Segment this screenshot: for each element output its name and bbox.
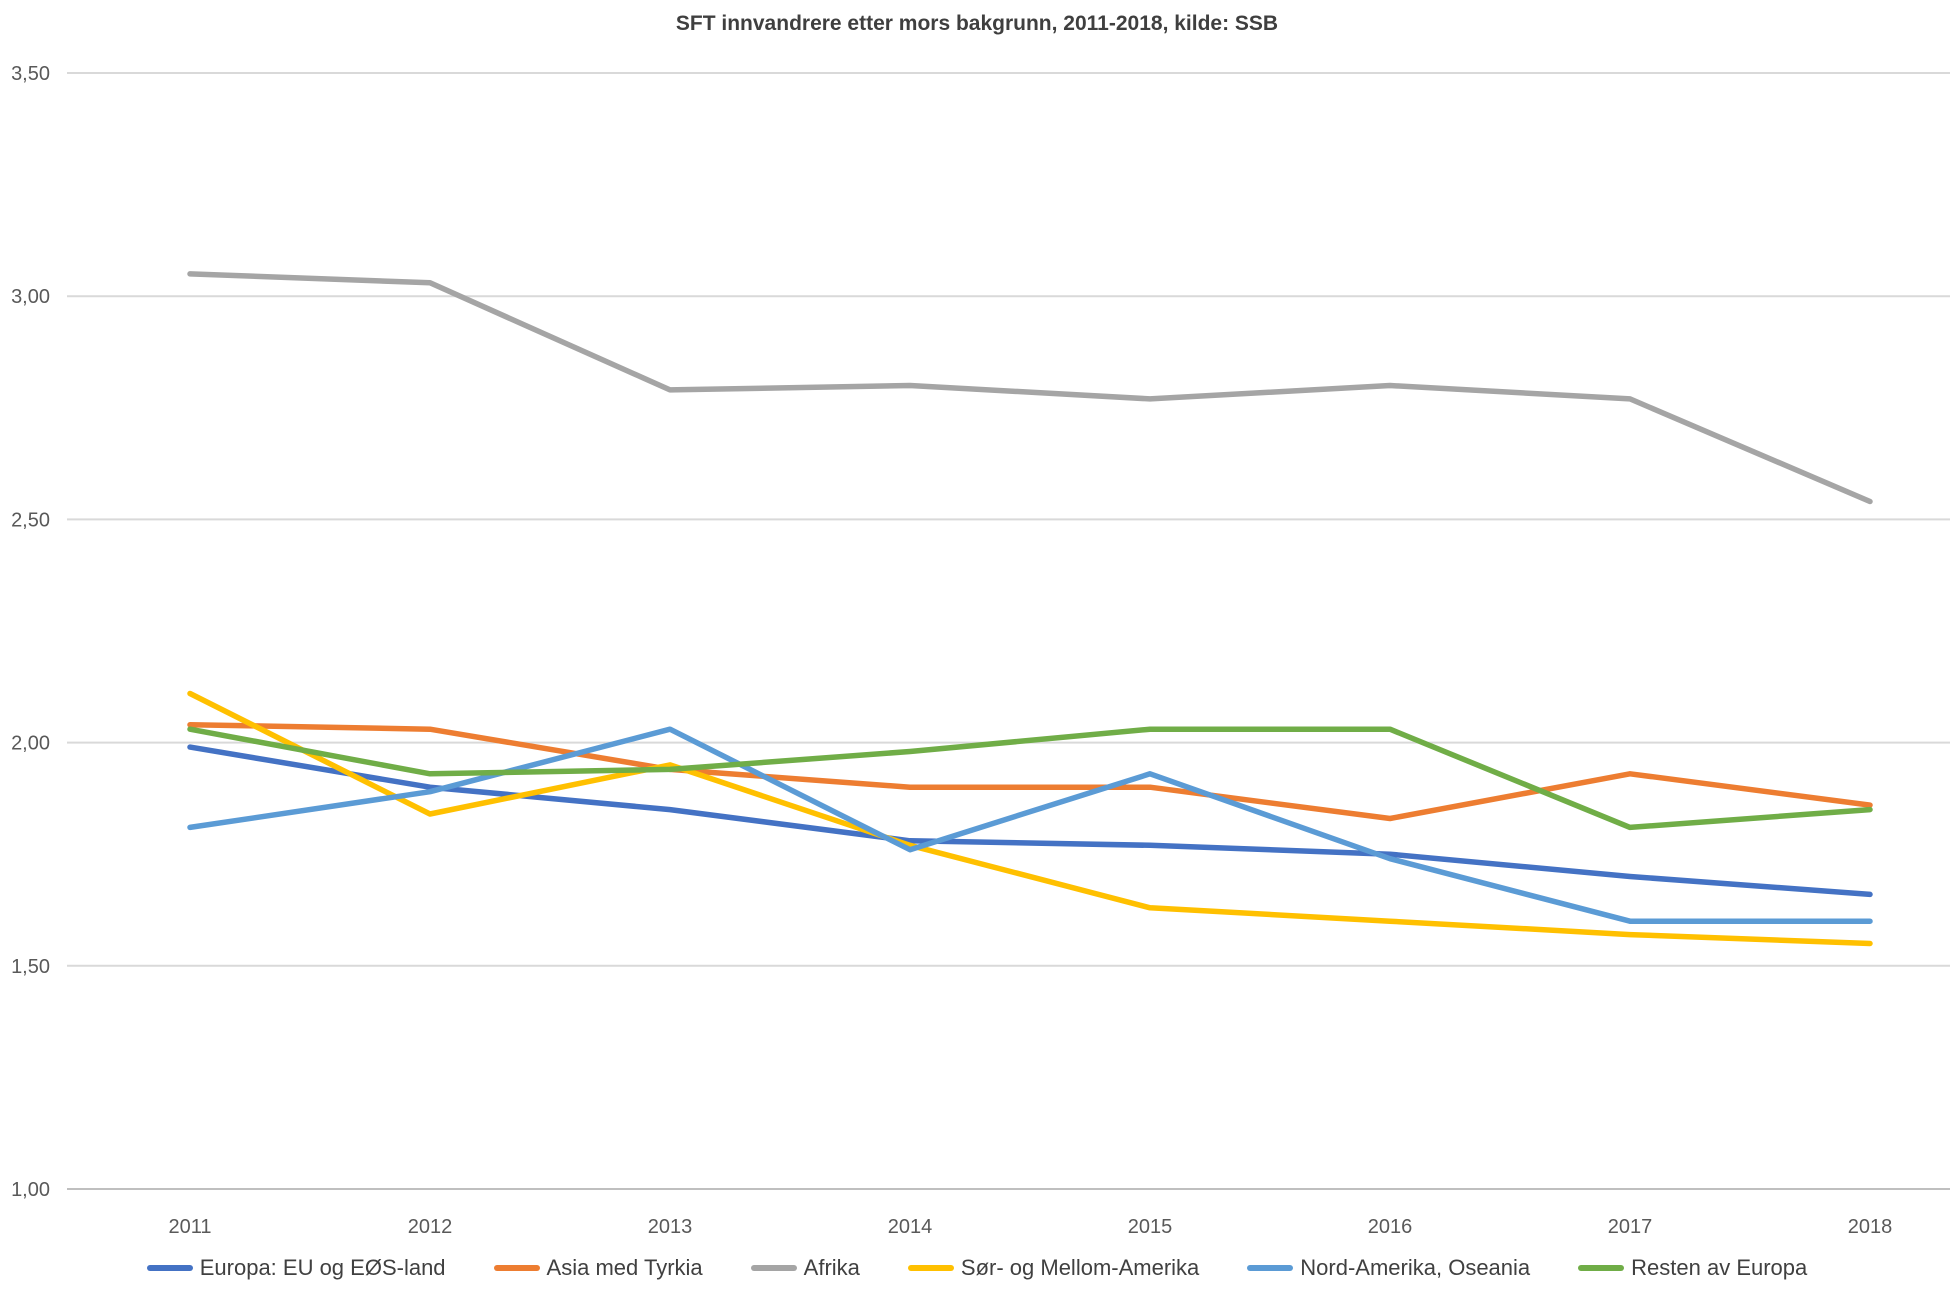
x-axis-tick-label: 2012 [408,1216,453,1238]
x-axis-tick-label: 2013 [648,1216,693,1238]
legend-label: Resten av Europa [1631,1255,1808,1280]
y-axis-tick-label: 2,50 [11,509,50,531]
y-axis-tick-label: 1,00 [11,1179,50,1201]
series-line [187,726,1873,924]
legend-item: Afrika [750,1255,860,1281]
x-axis-tick-label: 2015 [1128,1216,1173,1238]
series-line [187,690,1873,947]
x-axis-tick-label: 2016 [1368,1216,1413,1238]
legend-swatch-icon [1247,1265,1294,1271]
x-axis-tick-label: 2017 [1608,1216,1653,1238]
legend-swatch-icon [750,1265,797,1271]
chart-title: SFT innvandrere etter mors bakgrunn, 201… [675,12,1279,35]
series-line [187,271,1873,505]
legend-swatch-icon [1578,1265,1625,1271]
series-line [187,721,1873,822]
y-axis-tick-label: 2,00 [11,733,50,755]
series-line [187,726,1873,831]
legend-swatch-icon [907,1265,954,1271]
x-axis-tick-label: 2018 [1848,1216,1893,1238]
x-axis-tick-label: 2014 [888,1216,933,1238]
legend-swatch-icon [493,1265,540,1271]
legend-item: Sør- og Mellom-Amerika [907,1255,1200,1281]
x-axis-tick-label: 2011 [168,1216,211,1238]
y-axis-tick-label: 3,50 [11,63,50,85]
legend-item: Nord-Amerika, Oseania [1247,1255,1530,1281]
legend: Europa: EU og EØS-land Asia med Tyrkia Afr… [0,1255,1954,1281]
legend-item: Asia med Tyrkia [493,1255,703,1281]
legend-item: Europa: EU og EØS-land [146,1255,446,1281]
legend-item: Resten av Europa [1578,1255,1807,1281]
y-axis-tick-label: 1,50 [11,956,50,978]
series-line [187,744,1873,898]
legend-label: Afrika [803,1255,860,1280]
legend-label: Europa: EU og EØS-land [199,1255,446,1280]
legend-swatch-icon [146,1265,193,1271]
legend-label: Nord-Amerika, Oseania [1300,1255,1531,1280]
legend-label: Asia med Tyrkia [546,1255,703,1280]
y-axis-tick-label: 3,00 [11,286,50,308]
legend-label: Sør- og Mellom-Amerika [960,1255,1200,1280]
